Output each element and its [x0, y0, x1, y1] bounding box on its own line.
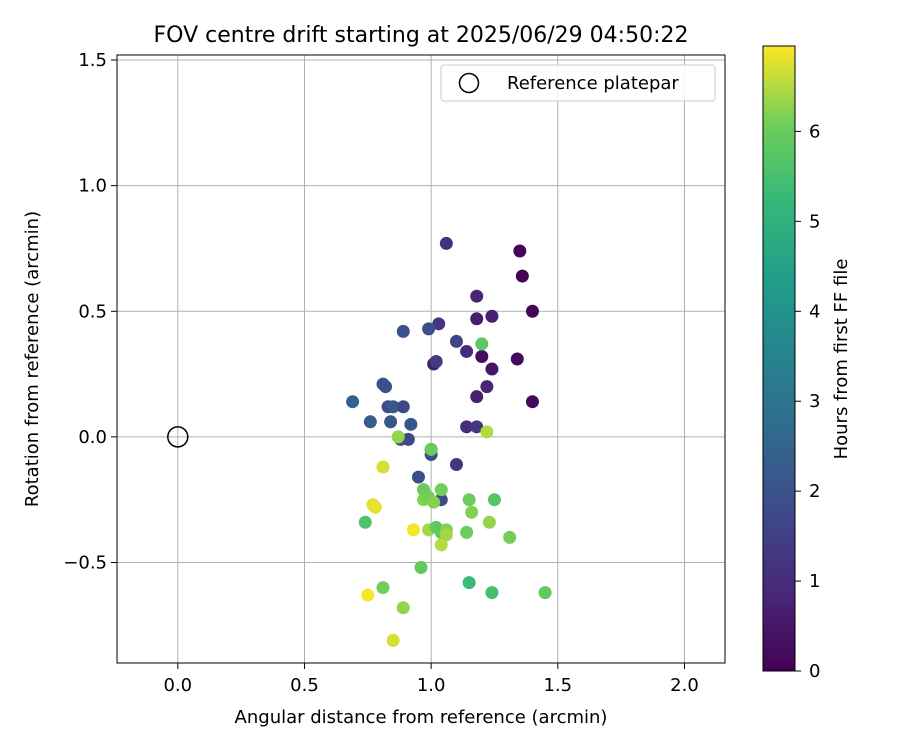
colorbar: 0 1 2 3 4 5 6 Hours from first FF file [762, 45, 852, 682]
reference-platepar-marker [167, 426, 189, 448]
scatter-point [470, 289, 484, 303]
scatter-point [460, 420, 474, 434]
colorbar-tick-label: 3 [809, 391, 820, 412]
scatter-point [470, 420, 484, 434]
scatter-point [449, 334, 463, 348]
y-tick-label: −0.5 [63, 553, 107, 574]
reference-marker-legend-icon [458, 72, 480, 94]
scatter-point [465, 505, 479, 519]
colorbar-tick-label: 2 [809, 481, 820, 502]
legend: Reference platepar [440, 64, 716, 102]
scatter-point [485, 586, 499, 600]
scatter-point [525, 395, 539, 409]
scatter-point [480, 425, 494, 439]
scatter-point [482, 515, 496, 529]
x-axis-ticks: 0.0 0.5 1.0 1.5 2.0 [163, 663, 699, 696]
x-tick-label: 2.0 [670, 675, 699, 696]
scatter-point [346, 395, 360, 409]
colorbar-tick-label: 0 [809, 661, 820, 682]
y-axis-ticks: −0.5 0.0 0.5 1.0 1.5 [63, 50, 117, 574]
scatter-point [460, 344, 474, 358]
y-axis-label: Rotation from reference (arcmin) [22, 211, 43, 507]
scatter-point [470, 312, 484, 326]
scatter-point [470, 390, 484, 404]
scatter-point [363, 415, 377, 429]
y-tick-label: 1.5 [78, 50, 107, 71]
scatter-point [358, 515, 372, 529]
scatter-point [503, 530, 517, 544]
colorbar-tick-label: 6 [809, 121, 820, 142]
x-tick-label: 0.0 [163, 675, 192, 696]
scatter-point [460, 525, 474, 539]
scatter-point [475, 349, 489, 363]
colorbar-tick-label: 4 [809, 301, 820, 322]
scatter-points [346, 236, 552, 647]
x-tick-label: 1.5 [543, 675, 572, 696]
x-axis-label: Angular distance from reference (arcmin) [235, 707, 608, 728]
scatter-point [386, 633, 400, 647]
scatter-point [391, 430, 405, 444]
scatter-point [475, 337, 489, 351]
scatter-point [376, 460, 390, 474]
scatter-point [361, 588, 375, 602]
chart-title: FOV centre drift starting at 2025/06/29 … [154, 23, 689, 48]
y-tick-label: 1.0 [78, 176, 107, 197]
scatter-point [525, 304, 539, 318]
scatter-point [376, 581, 390, 595]
x-tick-label: 1.0 [417, 675, 446, 696]
scatter-point [379, 380, 393, 394]
legend-box [440, 64, 716, 102]
scatter-point [414, 561, 428, 575]
scatter-point [396, 324, 410, 338]
legend-entry-reference-platepar: Reference platepar [507, 73, 679, 94]
scatter-point [462, 493, 476, 507]
colorbar-gradient [762, 45, 796, 672]
colorbar-label: Hours from first FF file [831, 259, 852, 460]
scatter-point [434, 483, 448, 497]
scatter-point [404, 417, 418, 431]
scatter-point [538, 586, 552, 600]
scatter-point [422, 322, 436, 336]
scatter-point [510, 352, 524, 366]
scatter-point [429, 355, 443, 369]
y-tick-label: 0.5 [78, 301, 107, 322]
scatter-point [411, 470, 425, 484]
scatter-point [462, 576, 476, 590]
scatter-point [449, 458, 463, 472]
scatter-point [513, 244, 527, 258]
colorbar-ticks: 0 1 2 3 4 5 6 [795, 121, 820, 682]
scatter-point [432, 317, 446, 331]
scatter-point [386, 400, 400, 414]
y-tick-label: 0.0 [78, 427, 107, 448]
scatter-point [485, 309, 499, 323]
scatter-point [480, 380, 494, 394]
scatter-point [396, 601, 410, 615]
scatter-point [401, 432, 415, 446]
scatter-point [427, 495, 441, 509]
scatter-point [434, 538, 448, 552]
scatter-point [439, 528, 453, 542]
scatter-point [439, 236, 453, 250]
plot-area-frame [116, 54, 726, 664]
scatter-point [368, 500, 382, 514]
scatter-point [396, 400, 410, 414]
scatter-point [515, 269, 529, 283]
scatter-point [384, 415, 398, 429]
colorbar-tick-label: 1 [809, 571, 820, 592]
colorbar-tick-label: 5 [809, 211, 820, 232]
x-tick-label: 0.5 [290, 675, 319, 696]
scatter-point [487, 493, 501, 507]
scatter-point [406, 523, 420, 537]
scatter-point [424, 442, 438, 456]
scatter-point [485, 362, 499, 376]
